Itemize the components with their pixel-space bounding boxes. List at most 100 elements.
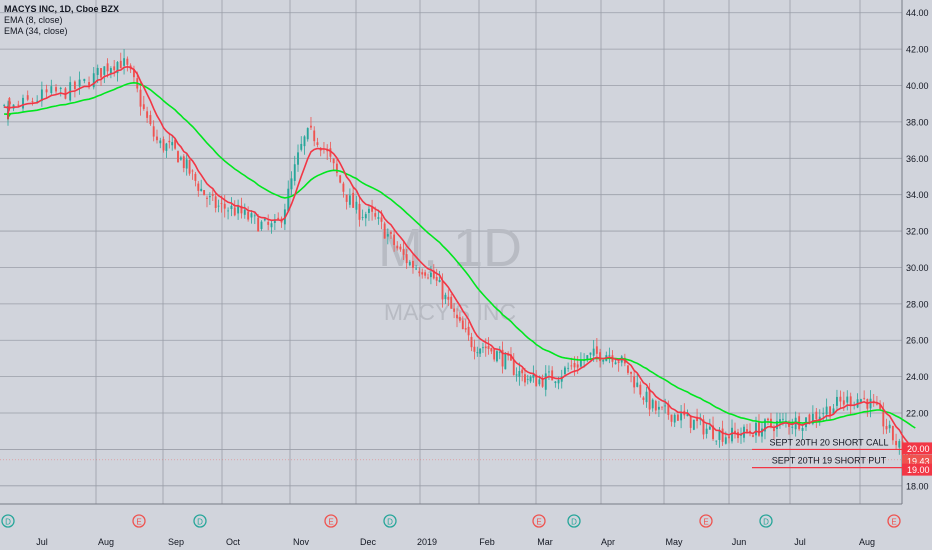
candle[interactable] [159,137,162,149]
candle[interactable] [203,189,206,196]
dividend-marker[interactable]: D [193,514,207,528]
candle[interactable] [326,144,329,161]
candle[interactable] [544,365,547,397]
candle[interactable] [498,346,501,360]
candle[interactable] [825,398,828,421]
candle[interactable] [139,80,142,116]
candle[interactable] [518,362,521,386]
candle[interactable] [418,267,421,277]
candle[interactable] [277,212,280,221]
candle[interactable] [435,268,438,286]
candle[interactable] [303,135,306,155]
candle[interactable] [211,188,214,201]
candle[interactable] [689,415,692,434]
candle[interactable] [290,171,293,196]
candle[interactable] [386,228,389,245]
candle[interactable] [740,427,742,444]
candle[interactable] [415,264,418,271]
candle[interactable] [645,387,648,408]
candle[interactable] [636,374,639,388]
candle[interactable] [342,181,345,198]
candle[interactable] [123,49,126,75]
candle[interactable] [230,197,233,217]
candle[interactable] [371,199,374,221]
candle[interactable] [839,390,842,410]
earnings-marker[interactable]: E [324,514,338,528]
candle[interactable] [396,241,399,251]
candle[interactable] [393,229,396,252]
candle[interactable] [482,342,484,353]
candle[interactable] [875,395,878,406]
candle[interactable] [40,81,43,107]
candle[interactable] [310,117,312,131]
candle[interactable] [364,211,367,227]
candle[interactable] [348,188,351,208]
candle[interactable] [758,414,760,437]
candle[interactable] [250,210,253,224]
candle[interactable] [639,381,642,398]
candle[interactable] [895,433,898,451]
candle[interactable] [891,425,894,445]
candle[interactable] [728,435,730,444]
candle[interactable] [633,369,636,394]
legend-symbol[interactable]: MACYS INC, 1D, Cboe BZX [4,4,120,14]
candle[interactable] [214,191,217,213]
candle[interactable] [734,422,736,439]
candle[interactable] [504,351,507,370]
candle[interactable] [227,207,230,220]
candle[interactable] [872,394,875,407]
time-axis[interactable] [0,504,932,550]
candle[interactable] [113,59,116,77]
candle[interactable] [715,440,718,445]
candle[interactable] [345,194,348,210]
candle[interactable] [512,353,515,376]
candle[interactable] [194,171,197,187]
candle[interactable] [177,150,179,163]
candle[interactable] [200,179,203,192]
price-label[interactable]: 20.00 [902,442,932,455]
candle[interactable] [657,400,660,417]
candle[interactable] [402,240,405,260]
candle[interactable] [898,438,901,455]
candle[interactable] [776,412,778,437]
candle[interactable] [26,90,29,102]
candle[interactable] [737,428,739,443]
candle[interactable] [627,365,629,375]
candle[interactable] [473,339,476,360]
candle[interactable] [174,139,177,150]
candle[interactable] [515,367,518,382]
candle[interactable] [217,199,220,213]
candle[interactable] [424,269,427,279]
candle[interactable] [109,66,112,79]
ema-fast-line[interactable] [3,65,916,452]
candle[interactable] [479,348,482,358]
candle[interactable] [273,213,276,231]
candle[interactable] [885,418,888,434]
candle[interactable] [119,52,122,69]
candle[interactable] [182,154,185,173]
candle[interactable] [673,413,676,428]
earnings-marker[interactable]: E [699,514,713,528]
candle[interactable] [801,423,804,440]
candle[interactable] [836,389,838,411]
candle[interactable] [335,158,338,177]
candle[interactable] [617,359,620,372]
dividend-marker[interactable]: D [759,514,773,528]
candle[interactable] [461,316,464,330]
candle[interactable] [464,319,467,333]
candle[interactable] [73,80,76,98]
candle[interactable] [510,347,512,361]
candle[interactable] [355,195,358,214]
candle[interactable] [179,155,182,161]
candle[interactable] [408,259,411,267]
dividend-marker[interactable]: D [1,514,15,528]
candle[interactable] [133,65,135,83]
ema-slow-line[interactable] [4,81,916,429]
dividend-marker[interactable]: D [567,514,581,528]
candle[interactable] [692,419,695,431]
candle[interactable] [361,209,364,221]
candle[interactable] [390,230,392,239]
candle[interactable] [92,67,95,90]
candle[interactable] [55,84,57,95]
